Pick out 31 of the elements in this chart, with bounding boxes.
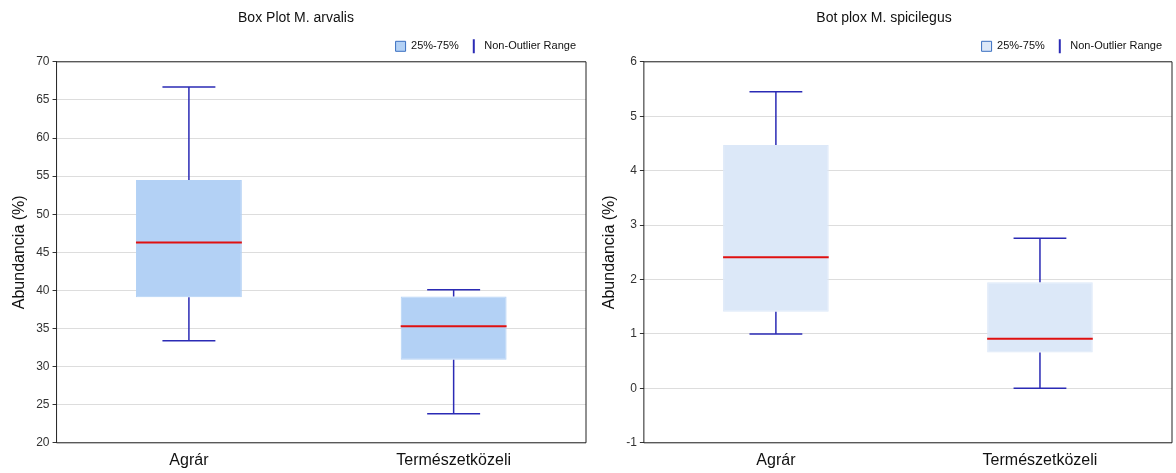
y-tick-label: 1 <box>630 326 638 341</box>
y-tick-label: 60 <box>36 130 50 145</box>
y-tick-label: 2 <box>630 271 638 286</box>
y-tick-label: 0 <box>630 380 638 395</box>
y-tick-label: 5 <box>630 108 638 123</box>
y-tick-label: 65 <box>36 92 50 107</box>
x-tick-label: Természetközeli <box>396 450 511 468</box>
y-tick-label: 70 <box>36 54 50 69</box>
legend-label: 25%-75% <box>997 39 1046 52</box>
x-tick-label: Agrár <box>756 450 797 468</box>
text: Non-Outlier Range <box>1070 39 1163 52</box>
y-tick-label: 55 <box>36 168 50 183</box>
x-tick-label: Természetközeli <box>982 450 1098 468</box>
y-tick-label: -1 <box>626 435 638 450</box>
y-tick-label: 25 <box>36 397 50 412</box>
y-tick-label: 3 <box>630 217 638 232</box>
legend-label: 25%-75% <box>411 39 460 52</box>
y-tick-label: 30 <box>36 358 50 373</box>
text: Non-Outlier Range <box>484 39 577 52</box>
y-tick-label: 20 <box>36 435 50 450</box>
y-tick-label: 4 <box>630 162 638 177</box>
y-axis-title: Abundancia (%) <box>600 195 618 310</box>
y-tick-label: 35 <box>36 320 50 335</box>
chart-title: Bot plox M. spicilegus <box>816 9 952 26</box>
y-tick-label: 40 <box>36 282 50 297</box>
y-axis-title: Abundancia (%) <box>10 195 28 310</box>
x-tick-label: Agrár <box>169 450 210 468</box>
y-tick-label: 50 <box>36 206 50 221</box>
chart-title: Box Plot M. arvalis <box>238 9 354 26</box>
y-tick-label: 6 <box>630 54 638 69</box>
y-tick-label: 45 <box>36 244 50 259</box>
